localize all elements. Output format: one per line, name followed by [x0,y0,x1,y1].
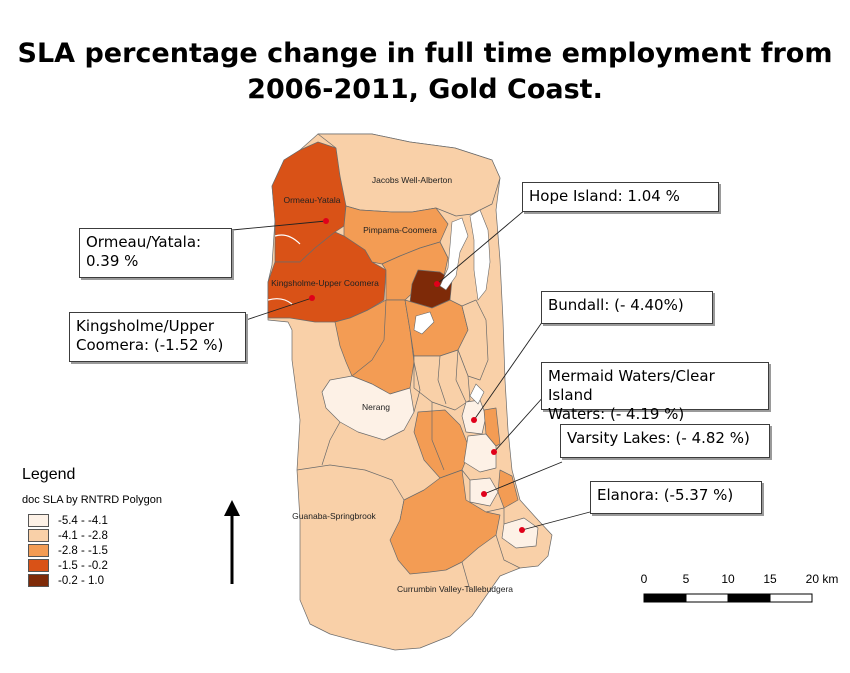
marker-bundall [471,417,477,423]
scale-tick-15: 15 [763,572,777,586]
callout-mermaid-line2: Waters: (- 4.19 %) [548,405,685,423]
legend-title: Legend [22,466,76,483]
waterway-coomera-river [439,217,469,291]
label-nerang: Nerang [362,402,390,412]
leader-elanora [521,511,591,531]
callout-mermaid-waters: Mermaid Waters/Clear Island Waters: (- 4… [541,362,769,423]
leader-kingsholme [245,297,313,321]
callout-elanora: Elanora: (-5.37 %) [590,481,762,514]
leader-bundall [473,317,546,421]
region-coastal-north [457,299,489,381]
scale-tick-20: 20 km [805,572,839,586]
label-pimpama: Pimpama-Coomera [363,225,437,235]
callout-kingsholme-line2: Coomera: (-1.52 %) [76,336,224,354]
marker-varsity [481,491,487,497]
north-arrow-icon [224,500,240,584]
legend-label: -4.1 - -2.8 [58,529,108,542]
marker-elanora [519,527,525,533]
map-title: SLA percentage change in full time emplo… [0,36,850,108]
waterway-creek [413,311,435,335]
label-currumbin: Currumbin Valley-Tallebudgera [397,584,513,594]
label-kingsholme: Kingsholme-Upper Coomera [271,278,379,288]
legend-label: -5.4 - -4.1 [58,514,108,527]
callout-mermaid-line1: Mermaid Waters/Clear Island [548,367,715,404]
legend-row: -0.2 - 1.0 [22,573,222,588]
callout-ormeau-line2: 0.39 % [86,252,139,270]
label-guanaba: Guanaba-Springbrook [292,511,376,521]
legend-swatch [28,529,49,542]
callout-ormeau-line1: Ormeau/Yatala: [86,233,202,251]
label-ormeau-yatala: Ormeau-Yatala [283,195,340,205]
marker-hope-island [434,281,440,287]
region-jacobs-well [317,133,501,217]
region-kingsholme [267,231,387,323]
legend-label: -2.8 - -1.5 [58,544,108,557]
leader-mermaid [493,394,546,453]
legend-swatch [28,559,49,572]
callout-kingsholme: Kingsholme/Upper Coomera: (-1.52 %) [69,312,246,362]
marker-ormeau [323,218,329,224]
region-coastal-mid [413,349,471,411]
region-nerang [321,375,415,441]
scale-tick-5: 5 [682,572,690,586]
legend: Legend doc SLA by RNTRD Polygon -5.4 - -… [22,466,222,588]
region-oxenford [334,299,415,395]
marker-kingsholme [309,295,315,301]
waterway-broadwater [469,209,491,301]
callout-varsity-lakes: Varsity Lakes: (- 4.82 %) [560,424,770,458]
legend-swatch [28,514,49,527]
callout-bundall: Bundall: (- 4.40%) [541,291,713,324]
legend-swatch [28,574,49,587]
legend-classes: -5.4 - -4.1 -4.1 - -2.8 -2.8 - -1.5 -1.5 - … [22,513,222,588]
title-line-2: 2006-2011, Gold Coast. [247,74,603,105]
leader-ormeau [231,220,327,231]
region-broadbeach [483,407,501,447]
title-line-1: SLA percentage change in full time emplo… [17,38,833,69]
leader-varsity [483,461,563,495]
region-elanora [501,517,539,549]
callout-ormeau-yatala: Ormeau/Yatala: 0.39 % [79,228,232,278]
callout-hope-island: Hope Island: 1.04 % [522,182,719,212]
legend-subtitle: doc SLA by RNTRD Polygon [22,494,163,506]
legend-row: -5.4 - -4.1 [22,513,222,528]
legend-label: -0.2 - 1.0 [58,574,105,587]
legend-row: -4.1 - -2.8 [22,528,222,543]
leader-hope-island [436,203,533,285]
scale-tick-0: 0 [640,572,648,586]
legend-label: -1.5 - -0.2 [58,559,108,572]
waterway-nerang-river [469,383,485,405]
legend-row: -2.8 - -1.5 [22,543,222,558]
legend-swatch [28,544,49,557]
label-jacobs-well: Jacobs Well-Alberton [372,175,452,185]
scale-bar [643,593,813,603]
callout-kingsholme-line1: Kingsholme/Upper [76,317,215,335]
marker-mermaid [491,449,497,455]
legend-row: -1.5 - -0.2 [22,558,222,573]
scale-tick-10: 10 [721,572,735,586]
